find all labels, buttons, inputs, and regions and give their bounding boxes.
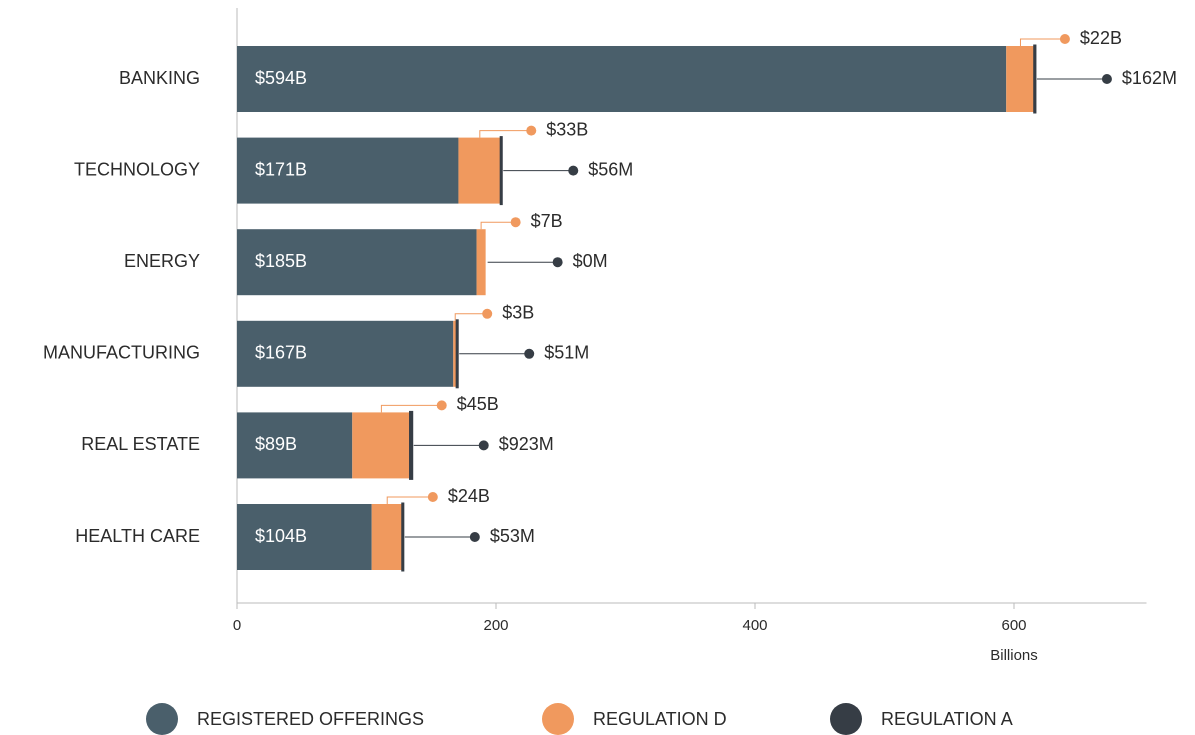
bar-segment (453, 320, 458, 387)
value-label: $89B (255, 434, 297, 454)
bar-segment (458, 137, 502, 204)
bar-segment (237, 412, 353, 479)
value-label: $185B (255, 251, 307, 271)
value-label: $51M (544, 343, 589, 363)
bar-segment (371, 504, 403, 570)
leader-dot (552, 257, 563, 268)
value-label: $45B (457, 394, 499, 414)
value-label: $0M (573, 251, 608, 271)
leader-dot (427, 492, 438, 502)
bar-segment (237, 229, 477, 296)
bar-segment (237, 46, 1007, 112)
value-label: $56M (588, 159, 633, 179)
legend-swatch (830, 703, 862, 735)
bar-segment (237, 504, 372, 570)
bar-segment (352, 412, 411, 479)
value-label: $3B (502, 303, 534, 323)
leader-dot (469, 532, 480, 542)
value-label: $24B (448, 486, 490, 506)
legend-swatch (146, 703, 178, 735)
leader-line (454, 313, 488, 321)
category-label: ENERGY (124, 251, 200, 271)
category-label: HEALTH CARE (75, 526, 200, 546)
x-tick-label: 0 (233, 617, 241, 634)
leader-dot (526, 125, 537, 136)
bar-segment (237, 320, 454, 387)
category-label: TECHNOLOGY (74, 159, 200, 179)
bar-segment (237, 137, 459, 204)
legend-label: REGISTERED OFFERINGS (197, 709, 424, 729)
category-label: BANKING (119, 68, 200, 88)
x-axis-label: Billions (990, 647, 1038, 664)
value-label: $7B (531, 211, 563, 231)
value-label: $171B (255, 159, 307, 179)
leader-dot (510, 217, 521, 228)
leader-line (480, 221, 516, 230)
leader-dot (1101, 74, 1112, 84)
value-label: $923M (499, 434, 554, 454)
value-label: $162M (1122, 68, 1177, 88)
x-tick-label: 400 (742, 617, 767, 634)
value-label: $594B (255, 68, 307, 88)
x-tick-label: 200 (483, 617, 508, 634)
leader-dot (478, 440, 489, 451)
leader-dot (568, 165, 579, 176)
bar-segment (476, 229, 486, 296)
leader-line (1019, 38, 1065, 46)
x-tick-label: 600 (1001, 617, 1026, 634)
bar-segment (1006, 46, 1035, 112)
category-label: REAL ESTATE (81, 434, 200, 454)
value-label: $104B (255, 526, 307, 546)
leader-dot (524, 348, 535, 359)
legend-swatch (542, 703, 574, 735)
legend-label: REGULATION A (881, 709, 1013, 729)
leader-line (380, 404, 442, 413)
category-label: MANUFACTURING (43, 343, 200, 363)
value-label: $167B (255, 343, 307, 363)
leader-dot (436, 400, 447, 411)
leader-line (386, 496, 433, 504)
value-label: $22B (1080, 28, 1122, 48)
value-label: $53M (490, 526, 535, 546)
bar-segment (409, 410, 414, 480)
leader-dot (482, 308, 493, 319)
legend-label: REGULATION D (593, 709, 727, 729)
leader-dot (1059, 34, 1070, 44)
value-label: $33B (546, 119, 588, 139)
leader-line (479, 130, 532, 138)
